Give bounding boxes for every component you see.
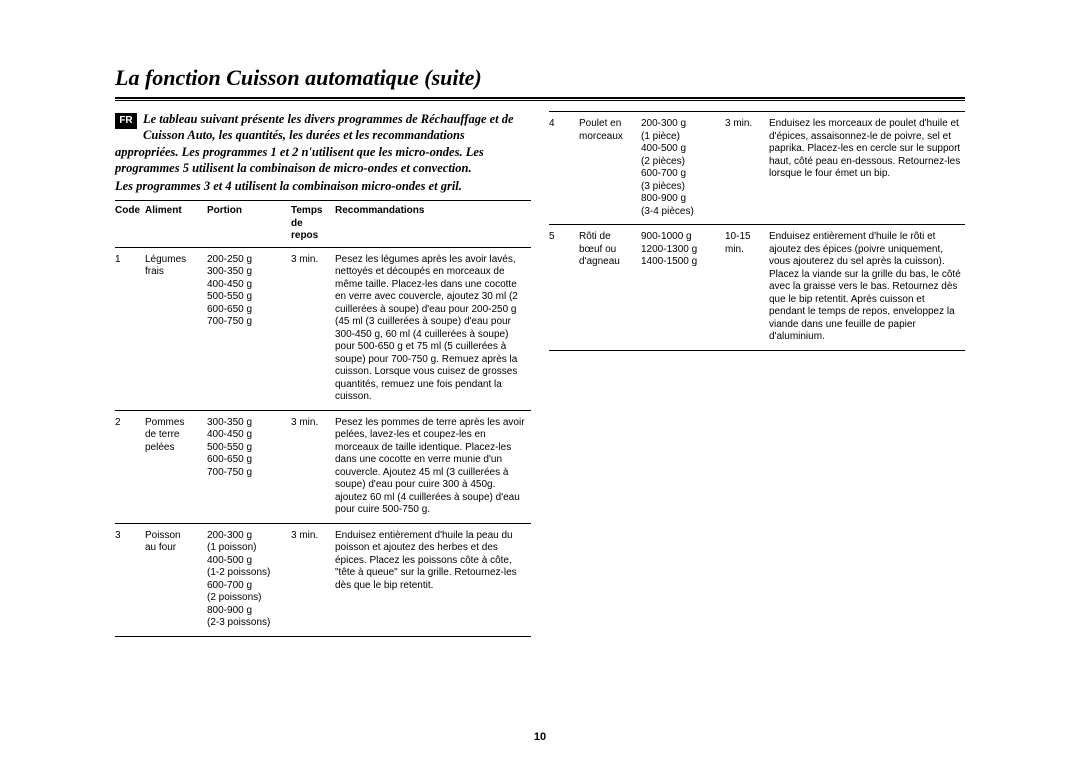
cell-aliment: Rôti de bœuf ou d'agneau [579, 225, 641, 351]
cell-portion: 200-300 g (1 poisson) 400-500 g (1-2 poi… [207, 523, 291, 636]
col-temps-l1: Temps [291, 205, 323, 216]
cell-aliment: Poisson au four [145, 523, 207, 636]
intro-paragraph-1: Le tableau suivant présente les divers p… [115, 111, 531, 176]
page-title: La fonction Cuisson automatique (suite) [115, 65, 965, 91]
table-row: 2 Pommes de terre pelées 300-350 g 400-4… [115, 410, 531, 523]
programs-table-right: 4 Poulet en morceaux 200-300 g (1 pièce)… [549, 111, 965, 351]
cell-reco: Enduisez les morceaux de poulet d'huile … [769, 112, 965, 225]
cell-aliment: Pommes de terre pelées [145, 410, 207, 523]
cell-temps: 3 min. [291, 247, 335, 410]
table-row: 3 Poisson au four 200-300 g (1 poisson) … [115, 523, 531, 636]
table-row: 5 Rôti de bœuf ou d'agneau 900-1000 g 12… [549, 225, 965, 351]
table-row: 1 Légumes frais 200-250 g 300-350 g 400-… [115, 247, 531, 410]
col-portion: Portion [207, 201, 291, 248]
table-header-row: Code Aliment Portion Temps de repos Reco… [115, 201, 531, 248]
cell-portion: 200-300 g (1 pièce) 400-500 g (2 pièces)… [641, 112, 725, 225]
cell-temps: 10-15 min. [725, 225, 769, 351]
cell-portion: 300-350 g 400-450 g 500-550 g 600-650 g … [207, 410, 291, 523]
cell-temps: 3 min. [291, 523, 335, 636]
col-code: Code [115, 201, 145, 248]
programs-table-left: Code Aliment Portion Temps de repos Reco… [115, 200, 531, 637]
cell-portion: 200-250 g 300-350 g 400-450 g 500-550 g … [207, 247, 291, 410]
lang-badge: FR [115, 113, 137, 129]
cell-code: 3 [115, 523, 145, 636]
cell-temps: 3 min. [291, 410, 335, 523]
col-temps-l2: de repos [291, 218, 318, 242]
title-rule [115, 97, 965, 101]
cell-aliment: Légumes frais [145, 247, 207, 410]
intro-paragraph-2: Les programmes 3 et 4 utilisent la combi… [115, 178, 531, 194]
cell-portion: 900-1000 g 1200-1300 g 1400-1500 g [641, 225, 725, 351]
cell-reco: Enduisez entièrement d'huile la peau du … [335, 523, 531, 636]
content-columns: FR Le tableau suivant présente les diver… [115, 111, 965, 637]
cell-reco: Pesez les légumes après les avoir lavés,… [335, 247, 531, 410]
cell-temps: 3 min. [725, 112, 769, 225]
cell-code: 5 [549, 225, 579, 351]
right-column: 4 Poulet en morceaux 200-300 g (1 pièce)… [549, 111, 965, 637]
manual-page: La fonction Cuisson automatique (suite) … [0, 0, 1080, 763]
table-row: 4 Poulet en morceaux 200-300 g (1 pièce)… [549, 112, 965, 225]
cell-code: 1 [115, 247, 145, 410]
col-temps: Temps de repos [291, 201, 335, 248]
cell-code: 4 [549, 112, 579, 225]
col-aliment: Aliment [145, 201, 207, 248]
page-number: 10 [0, 731, 1080, 743]
cell-reco: Pesez les pommes de terre après les avoi… [335, 410, 531, 523]
intro-block: FR Le tableau suivant présente les diver… [115, 111, 531, 194]
col-reco: Recommandations [335, 201, 531, 248]
cell-code: 2 [115, 410, 145, 523]
cell-aliment: Poulet en morceaux [579, 112, 641, 225]
cell-reco: Enduisez entièrement d'huile le rôti et … [769, 225, 965, 351]
left-column: FR Le tableau suivant présente les diver… [115, 111, 531, 637]
